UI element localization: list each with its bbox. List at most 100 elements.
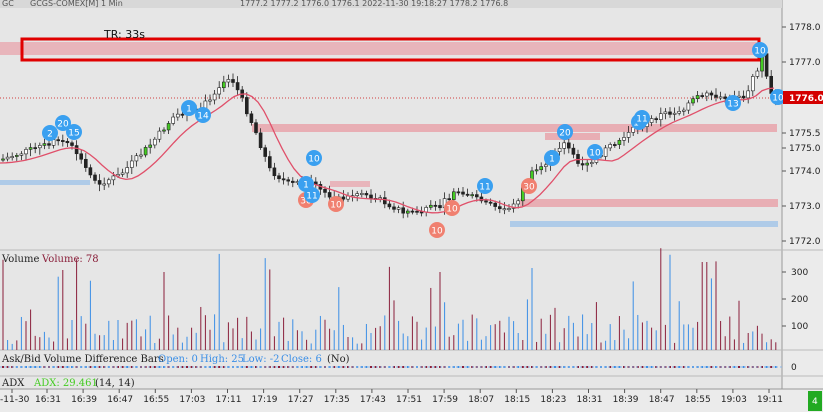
- signal-marker-label: 20: [559, 129, 571, 139]
- candle-body: [222, 81, 226, 89]
- candle-body: [668, 111, 672, 115]
- signal-marker: [181, 100, 197, 116]
- candle-body: [654, 118, 659, 121]
- corner-badge: [808, 391, 822, 411]
- candle-body: [355, 193, 360, 196]
- askbid-dot: [765, 366, 768, 368]
- askbid-dot: [581, 366, 584, 368]
- time-label: 17:03: [179, 395, 205, 405]
- candle-body: [254, 122, 258, 134]
- askbid-dot: [406, 366, 409, 368]
- askbid-dot: [94, 366, 96, 368]
- askbid-dot: [521, 366, 524, 368]
- price-tick-1778: 1778.0: [789, 23, 821, 33]
- candle-body: [281, 178, 286, 181]
- candle-body: [107, 179, 111, 185]
- askbid-dot: [34, 366, 37, 368]
- candle-body: [461, 191, 465, 195]
- time-axis: -11-30 16:31 16:39 16:47 16:55 17:03 17:11 17:1…: [0, 389, 783, 405]
- corner-badge-label: 4: [812, 397, 818, 407]
- askbid-dot: [126, 366, 129, 368]
- candle-body: [580, 163, 585, 166]
- volume-title: Volume: [1, 254, 39, 265]
- candle-body: [277, 175, 281, 180]
- askbid-dot: [549, 366, 552, 368]
- candle-body: [263, 147, 268, 157]
- candle-body: [603, 147, 608, 157]
- time-label: 18:07: [468, 395, 494, 405]
- candle-body: [10, 156, 14, 158]
- time-label: 16:31: [35, 395, 61, 405]
- candle-body: [576, 154, 580, 164]
- signal-marker-label: 30: [300, 197, 312, 207]
- signal-marker: [304, 187, 320, 203]
- candle-body: [695, 95, 700, 100]
- askbid-dot: [425, 366, 428, 368]
- price-axis-bg: [782, 0, 823, 412]
- candle-body: [488, 201, 493, 204]
- signal-marker: [429, 222, 445, 238]
- candle-body: [148, 144, 152, 148]
- candle-body: [438, 205, 442, 209]
- askbid-dot: [337, 366, 340, 368]
- candle-body: [612, 144, 617, 146]
- askbid-dot: [554, 366, 556, 368]
- candle-body: [359, 193, 364, 195]
- candle-body: [15, 155, 19, 157]
- candle-body: [700, 95, 705, 97]
- signal-marker: [328, 196, 344, 212]
- askbid-dot: [526, 366, 529, 368]
- header-readout: 1777.2 1777.2 1776.0 1776.1 2022-11-30 1…: [240, 0, 508, 8]
- current-price-label: 1776.0: [789, 94, 823, 104]
- candle-body: [396, 207, 401, 210]
- candle-body: [258, 132, 263, 148]
- price-tick-1773: 1773.0: [789, 202, 821, 212]
- candle-body: [497, 206, 502, 210]
- time-label: -11-30: [0, 395, 30, 405]
- signal-marker-label: 1: [303, 181, 309, 191]
- candle-body: [378, 197, 383, 200]
- candle-body: [626, 132, 631, 138]
- askbid-dot: [613, 366, 616, 368]
- signal-marker-label: 11: [306, 192, 317, 202]
- time-label: 16:47: [107, 395, 133, 405]
- candle-body: [433, 204, 438, 207]
- askbid-dot: [342, 366, 345, 368]
- candle-body: [534, 169, 539, 172]
- current-price-badge: [783, 91, 823, 104]
- signal-marker: [66, 124, 82, 140]
- candle-body: [323, 188, 327, 193]
- candle-body: [502, 208, 507, 211]
- candle-body: [562, 142, 567, 149]
- candle-body: [162, 129, 166, 132]
- askbid-dot: [278, 366, 280, 368]
- candle-body: [60, 140, 65, 142]
- candle-body: [290, 180, 295, 183]
- askbid-dot: [333, 366, 336, 368]
- candle-body: [28, 147, 33, 150]
- askbid-dot: [89, 366, 92, 368]
- askbid-dot: [494, 366, 497, 368]
- askbid-dot: [682, 366, 685, 368]
- signal-marker: [444, 200, 460, 216]
- candle-body: [566, 142, 571, 149]
- signal-marker: [477, 178, 493, 194]
- askbid-dot: [650, 366, 653, 368]
- signal-marker: [42, 125, 58, 141]
- candle-body: [750, 76, 755, 92]
- candle-body: [70, 142, 74, 146]
- signal-marker-label: 15: [68, 129, 79, 139]
- candle-body: [1, 158, 5, 161]
- askbid-dot: [38, 366, 41, 368]
- candle-body: [451, 191, 456, 200]
- askbid-dot: [6, 366, 9, 368]
- candle-body: [709, 92, 714, 96]
- candle-body: [267, 156, 272, 169]
- candle-body: [364, 193, 369, 196]
- signal-marker-label: 13: [727, 100, 738, 110]
- askbid-no: (No): [327, 354, 350, 365]
- askbid-dot: [558, 366, 561, 368]
- candle-body: [516, 200, 521, 205]
- askbid-dot: [673, 366, 676, 368]
